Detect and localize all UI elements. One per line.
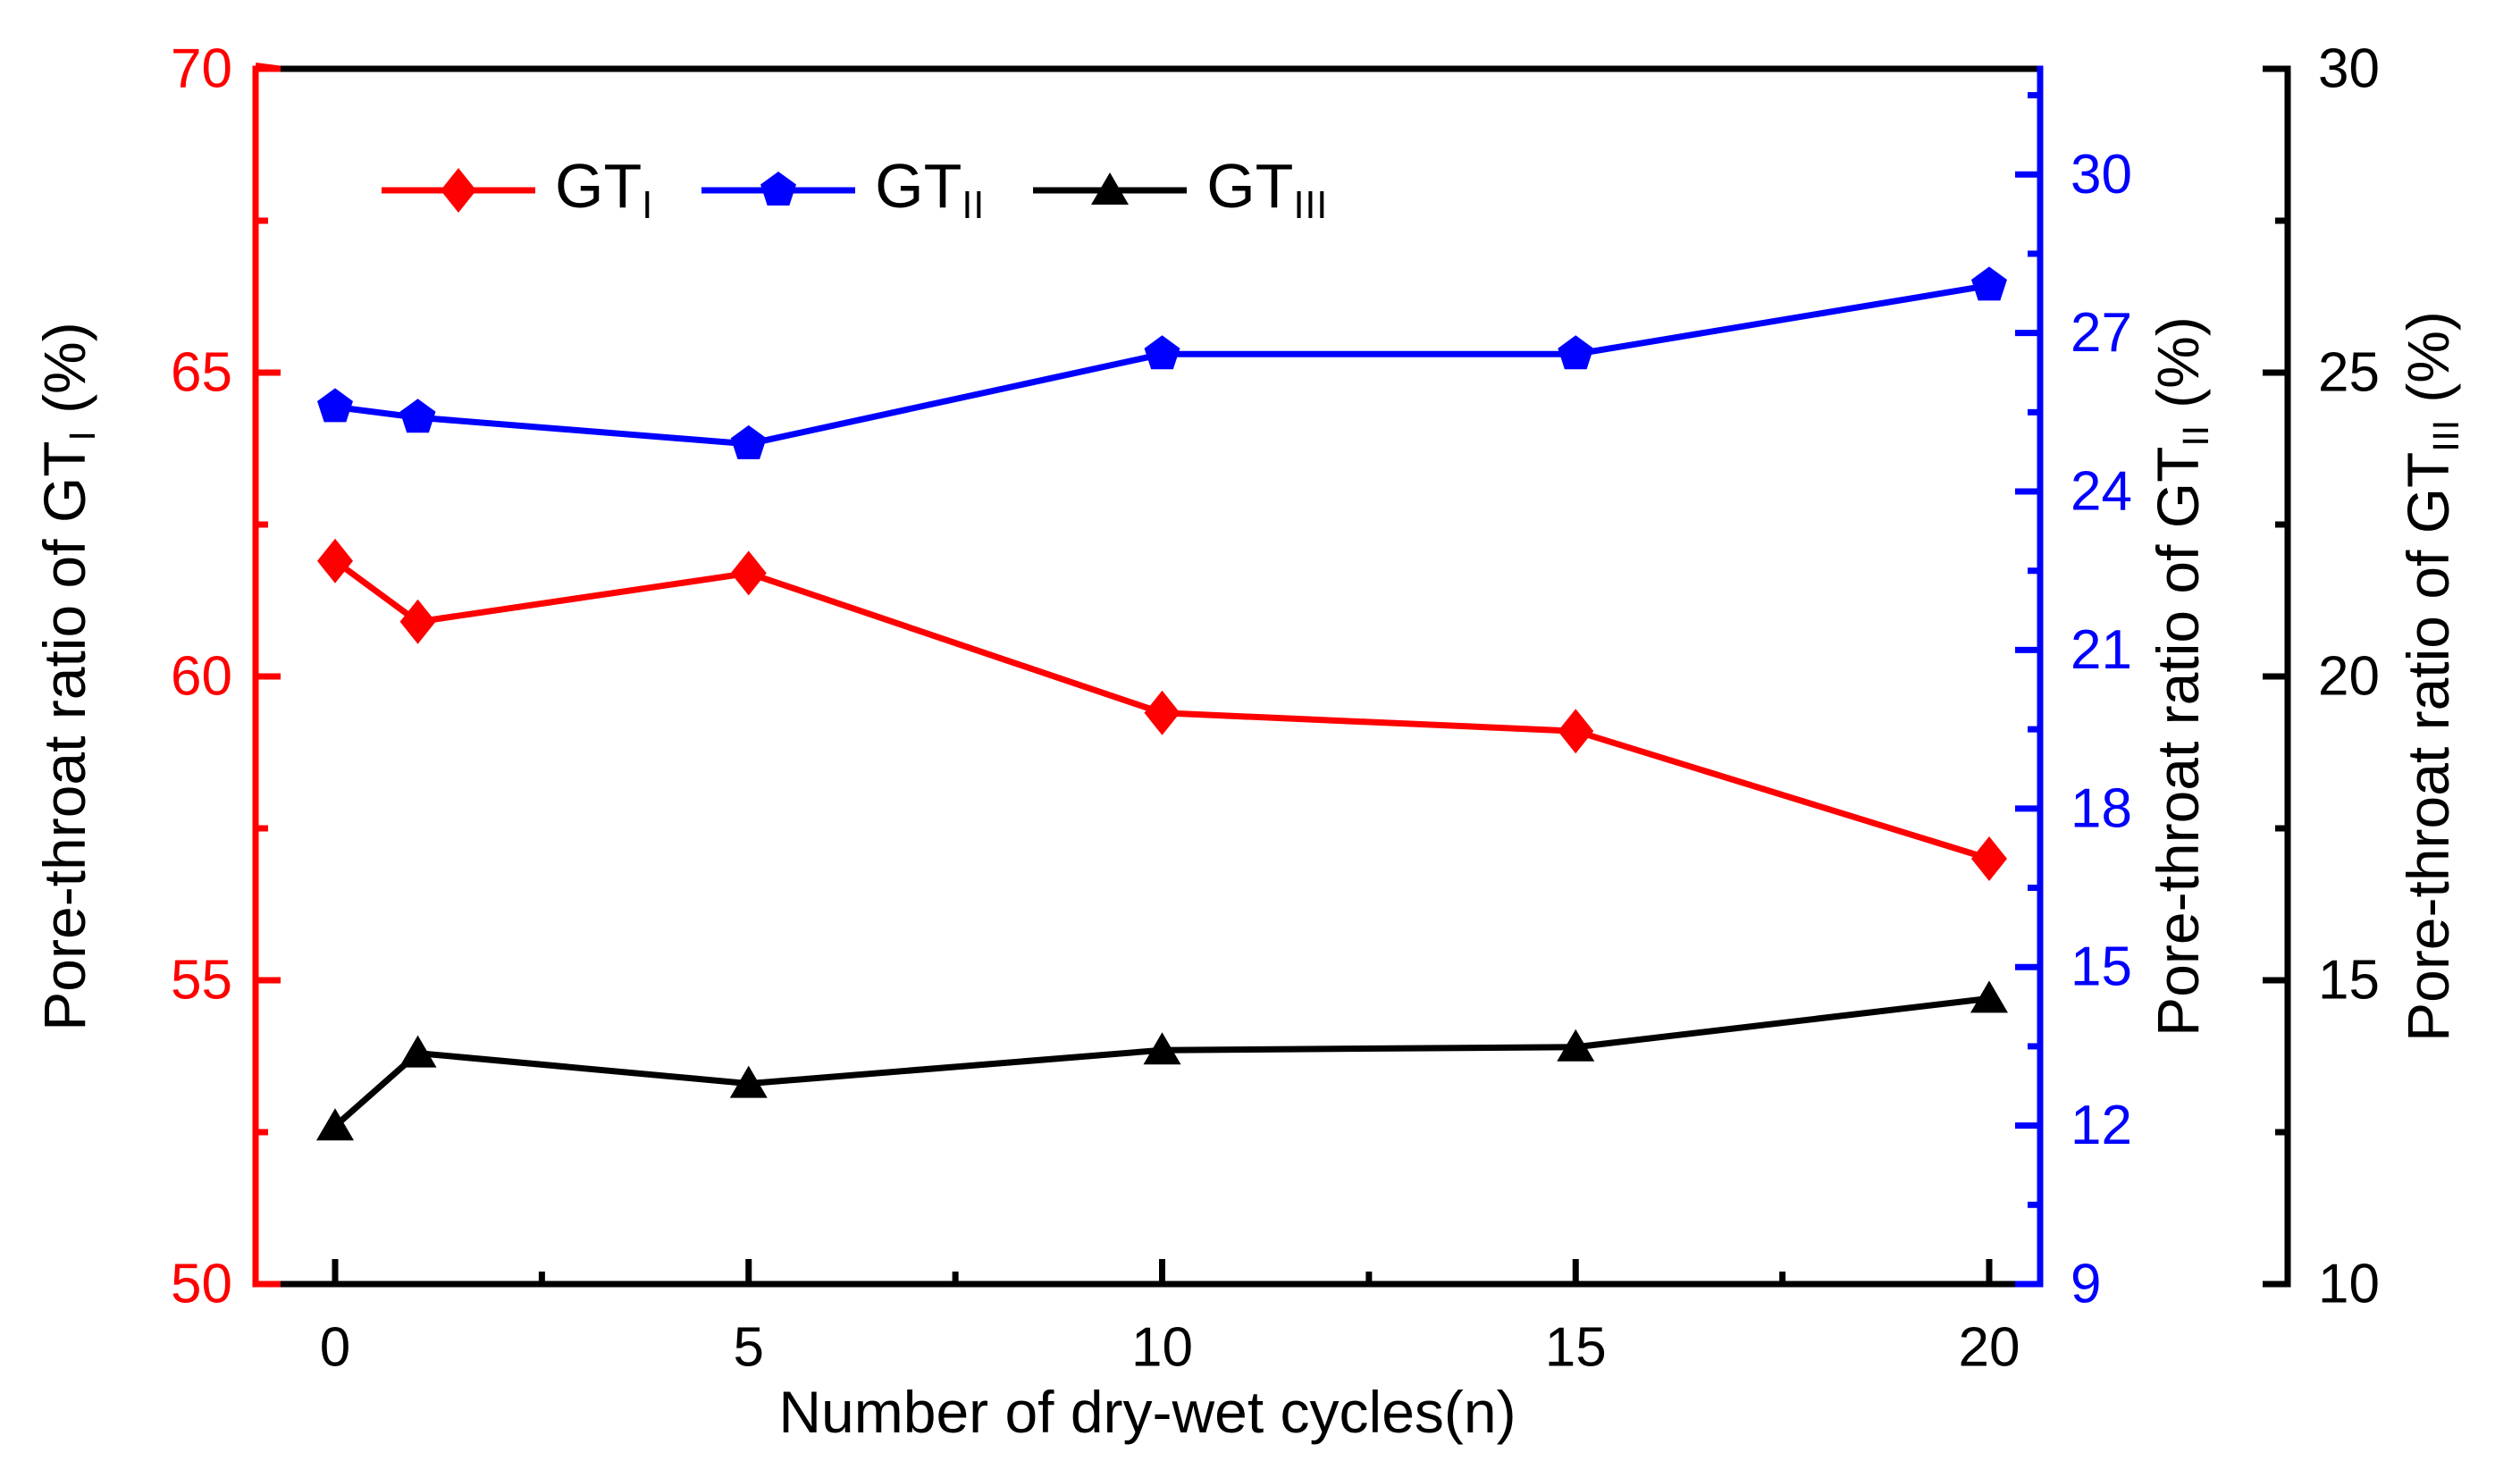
right-black-axis-title-units: (%) [2395, 311, 2461, 420]
right-blue-axis-title-text: Pore-throat ratio of GT [2145, 446, 2211, 1037]
right-blue-axis-tick-label: 12 [2071, 1095, 2132, 1156]
x-axis-title-text: Number of dry-wet cycles(n) [778, 1379, 1516, 1445]
diamond-marker [730, 550, 767, 596]
diamond-marker [399, 599, 436, 644]
x-axis-tick-label: 20 [1959, 1317, 2020, 1379]
left-axis-tick-label: 50 [171, 1254, 232, 1315]
legend-label-gt2: GTII [875, 151, 986, 228]
left-axis-title: Pore-throat ratio of GTI (%) [24, 51, 105, 1302]
right-black-axis-tick-label: 10 [2318, 1254, 2380, 1315]
series-line-GT_I [332, 558, 1991, 862]
right-black-axis-tick-label: 30 [2318, 38, 2380, 100]
right-blue-axis-tick-label: 27 [2071, 302, 2132, 364]
triangle-marker [1091, 172, 1130, 205]
left-axis-title-units: (%) [31, 322, 97, 431]
triangle-marker [399, 1035, 437, 1068]
right-blue-axis-tick-label: 18 [2071, 777, 2132, 839]
right-black-axis-title: Pore-throat ratio of GTIII (%) [2388, 51, 2468, 1302]
right-blue-axis-title-units: (%) [2145, 316, 2211, 425]
left-axis-tick-label: 65 [171, 342, 232, 404]
gt3-line-triangle-icon [1033, 172, 1188, 205]
x-axis-tick-label: 0 [320, 1317, 350, 1379]
x-axis-tick-label: 15 [1545, 1317, 1607, 1379]
triangle-marker [729, 1065, 768, 1098]
diamond-marker [441, 168, 476, 213]
left-axis-title-subscript: I [62, 430, 104, 441]
x-axis-tick-label: 5 [734, 1317, 764, 1379]
triangle-marker [1143, 1032, 1181, 1065]
right-blue-axis-tick-label: 21 [2071, 619, 2132, 681]
legend-item-gt2: GTII [701, 150, 1008, 231]
pentagon-marker [1971, 266, 2007, 301]
diamond-marker [1144, 690, 1180, 735]
diamond-marker [1558, 709, 1594, 754]
diamond-marker [317, 538, 353, 584]
right-blue-axis-title: Pore-throat ratio of GTII (%) [2138, 51, 2218, 1302]
diamond-marker [1971, 836, 2007, 881]
triangle-marker [1970, 980, 2008, 1013]
legend-label-gt1: GTI [555, 151, 654, 228]
pentagon-marker [399, 399, 436, 433]
right-black-axis-title-text: Pore-throat ratio of GT [2395, 451, 2461, 1042]
gt1-line-diamond-icon [382, 168, 535, 213]
pentagon-marker [317, 388, 353, 423]
triangle-marker [316, 1108, 354, 1141]
pentagon-marker [1558, 335, 1594, 370]
left-axis-title-text: Pore-throat ratio of GT [31, 441, 97, 1031]
pentagon-marker [730, 424, 767, 459]
legend-item-gt3: GTIII [1033, 150, 1351, 231]
right-black-axis-tick-label: 20 [2318, 646, 2380, 708]
left-axis-tick-label: 55 [171, 950, 232, 1012]
pentagon-marker [1144, 335, 1180, 370]
right-blue-axis-tick-label: 15 [2071, 936, 2132, 998]
left-axis-tick-label: 60 [171, 646, 232, 708]
left-axis-tick-label: 70 [171, 38, 232, 100]
legend-item-gt1: GTI [382, 150, 676, 231]
pentagon-marker [760, 172, 797, 206]
gt2-line-pentagon-icon [701, 172, 856, 206]
right-black-axis-tick-label: 25 [2318, 342, 2380, 404]
right-black-axis-tick-label: 15 [2318, 950, 2380, 1012]
right-blue-axis-tick-label: 24 [2071, 461, 2132, 523]
right-blue-axis-tick-label: 30 [2071, 144, 2132, 206]
triangle-marker [1557, 1029, 1595, 1062]
right-blue-axis-tick-label: 9 [2071, 1254, 2101, 1315]
x-axis-tick-label: 10 [1131, 1317, 1193, 1379]
right-black-axis-title-subscript: III [2425, 419, 2467, 452]
legend-label-gt3: GTIII [1206, 151, 1329, 228]
x-axis-title: Number of dry-wet cycles(n) [522, 1372, 1773, 1452]
right-blue-axis-title-subscript: II [2175, 424, 2217, 447]
legend: GTI GTII GTIII [382, 150, 1376, 231]
